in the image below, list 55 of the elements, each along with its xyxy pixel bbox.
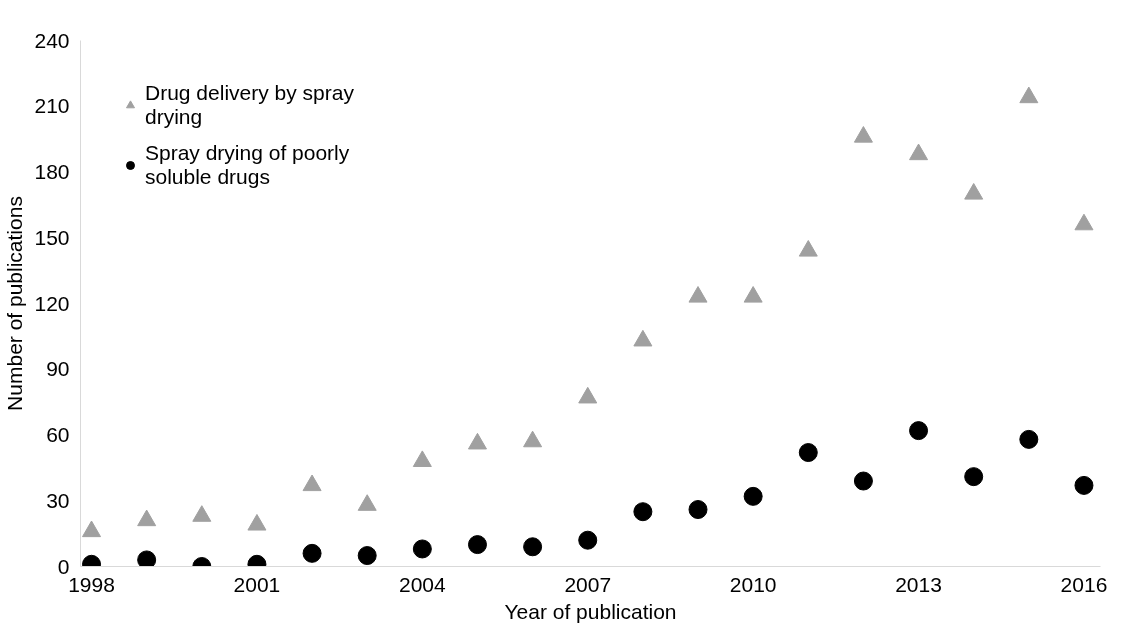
y-axis-title: Number of publications bbox=[3, 196, 27, 411]
point bbox=[688, 500, 708, 519]
x-tick-label: 2013 bbox=[895, 572, 942, 596]
legend-label: Spray drying of poorly soluble drugs bbox=[145, 140, 350, 190]
point bbox=[302, 474, 322, 492]
point bbox=[192, 505, 212, 522]
x-tick-label: 2004 bbox=[398, 572, 447, 596]
x-axis-title: Year of publication bbox=[504, 599, 677, 623]
point bbox=[1074, 213, 1094, 231]
point bbox=[909, 143, 929, 161]
point bbox=[137, 550, 157, 567]
x-tick-label: 2007 bbox=[564, 572, 612, 596]
point bbox=[302, 543, 322, 563]
point bbox=[357, 494, 377, 511]
point bbox=[1019, 429, 1039, 449]
point bbox=[633, 329, 653, 347]
x-tick-label: 2001 bbox=[233, 572, 281, 596]
y-tick-label: 150 bbox=[34, 225, 70, 249]
point bbox=[633, 502, 653, 522]
y-tick-label: 180 bbox=[34, 160, 70, 183]
y-tick-label: 90 bbox=[46, 357, 70, 381]
point bbox=[247, 513, 267, 531]
y-tick-label: 30 bbox=[46, 488, 70, 512]
point bbox=[523, 537, 543, 557]
point bbox=[1074, 475, 1094, 495]
point bbox=[909, 421, 929, 441]
x-tick-label: 2010 bbox=[729, 572, 777, 596]
y-tick-label: 240 bbox=[34, 28, 70, 52]
point bbox=[964, 183, 984, 200]
legend-label: Drug delivery by spray drying bbox=[145, 80, 354, 130]
y-tick-label: 0 bbox=[57, 554, 70, 578]
point bbox=[357, 546, 377, 566]
point bbox=[743, 486, 763, 506]
point bbox=[523, 430, 543, 448]
x-tick-label: 1998 bbox=[68, 572, 115, 596]
point bbox=[688, 286, 708, 303]
point bbox=[412, 539, 432, 559]
point bbox=[853, 126, 873, 143]
point bbox=[137, 509, 157, 527]
point bbox=[467, 535, 487, 555]
x-tick-label: 2016 bbox=[1060, 572, 1108, 596]
point bbox=[798, 443, 818, 463]
y-tick-label: 120 bbox=[34, 291, 70, 315]
y-tick-label: 210 bbox=[34, 94, 70, 118]
point bbox=[467, 432, 487, 450]
point bbox=[82, 520, 102, 538]
point bbox=[412, 450, 432, 467]
point bbox=[964, 467, 984, 487]
point bbox=[578, 386, 598, 404]
point bbox=[798, 240, 818, 257]
point bbox=[1019, 86, 1039, 104]
point bbox=[853, 471, 873, 491]
y-tick-label: 60 bbox=[46, 423, 70, 446]
point bbox=[578, 530, 598, 550]
point bbox=[743, 286, 763, 303]
